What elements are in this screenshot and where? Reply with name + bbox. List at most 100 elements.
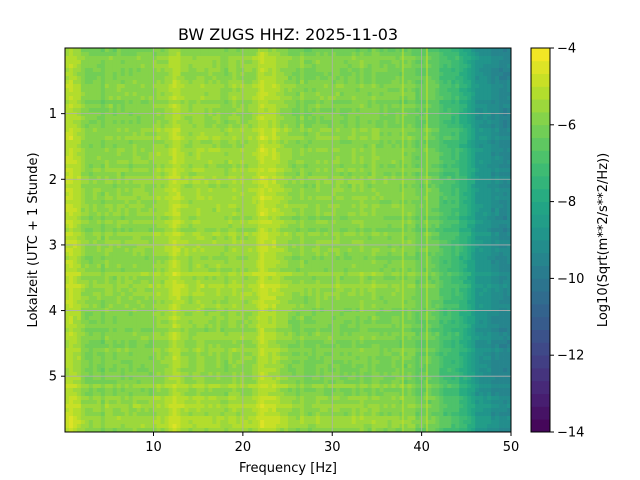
heatmap-cell (88, 72, 94, 77)
heatmap-cell (108, 80, 114, 85)
heatmap-cell (399, 116, 404, 121)
heatmap-cell (379, 192, 384, 197)
heatmap-cell (116, 76, 122, 81)
heatmap-cell (335, 128, 341, 133)
heatmap-cell (299, 108, 305, 113)
heatmap-cell (264, 104, 269, 109)
heatmap-cell (363, 220, 369, 225)
heatmap-cell (315, 108, 321, 113)
heatmap-cell (475, 80, 480, 85)
heatmap-cell (104, 200, 110, 205)
heatmap-cell (200, 120, 205, 125)
heatmap-cell (116, 84, 122, 89)
heatmap-cell (331, 128, 337, 133)
heatmap-cell (236, 212, 241, 217)
heatmap-cell (343, 168, 349, 173)
heatmap-cell (475, 64, 480, 69)
heatmap-cell (116, 188, 122, 193)
heatmap-cell (268, 216, 273, 221)
heatmap-cell (288, 104, 293, 109)
heatmap-cell (423, 200, 428, 205)
heatmap-cell (383, 200, 388, 205)
heatmap-cell (383, 56, 388, 61)
heatmap-cell (291, 104, 297, 109)
heatmap-cell (200, 176, 205, 181)
heatmap-cell (152, 212, 157, 217)
heatmap-cell (347, 128, 353, 133)
heatmap-cell (311, 76, 317, 81)
heatmap-cell (140, 80, 146, 85)
heatmap-cell (248, 64, 253, 69)
heatmap-cell (319, 136, 325, 141)
heatmap-cell (331, 172, 337, 177)
heatmap-cell (307, 176, 313, 181)
heatmap-cell (108, 136, 114, 141)
heatmap-cell (379, 148, 384, 153)
heatmap-cell (335, 72, 341, 77)
heatmap-cell (291, 116, 297, 121)
heatmap-cell (311, 116, 317, 121)
heatmap-cell (68, 136, 74, 141)
heatmap-cell (327, 160, 333, 165)
heatmap-cell (407, 120, 412, 125)
heatmap-cell (471, 124, 476, 129)
heatmap-cell (280, 64, 285, 69)
heatmap-cell (116, 184, 122, 189)
heatmap-cell (232, 84, 237, 89)
heatmap-cell (204, 80, 209, 85)
heatmap-cell (451, 60, 456, 65)
heatmap-cell (172, 72, 177, 77)
heatmap-cell (100, 200, 106, 205)
heatmap-cell (299, 64, 305, 69)
heatmap-cell (84, 172, 90, 177)
heatmap-cell (499, 216, 504, 221)
heatmap-cell (228, 172, 233, 177)
heatmap-cell (220, 128, 225, 133)
heatmap-cell (379, 104, 384, 109)
heatmap-cell (176, 148, 181, 153)
heatmap-cell (112, 156, 118, 161)
heatmap-cell (407, 172, 412, 177)
heatmap-cell (499, 88, 504, 93)
heatmap-cell (84, 184, 90, 189)
heatmap-cell (236, 88, 241, 93)
heatmap-cell (244, 176, 249, 181)
heatmap-cell (148, 188, 154, 193)
heatmap-cell (108, 216, 114, 221)
heatmap-cell (204, 52, 209, 57)
heatmap-cell (347, 60, 353, 65)
heatmap-cell (315, 72, 321, 77)
heatmap-cell (88, 64, 94, 69)
heatmap-cell (132, 160, 138, 165)
heatmap-cell (108, 224, 114, 229)
heatmap-cell (507, 84, 512, 89)
heatmap-cell (435, 188, 440, 193)
heatmap-cell (156, 172, 161, 177)
heatmap-cell (224, 108, 229, 113)
heatmap-cell (176, 204, 181, 209)
heatmap-cell (200, 104, 205, 109)
heatmap-cell (92, 68, 98, 73)
heatmap-cell (439, 168, 444, 173)
heatmap-cell (331, 68, 337, 73)
heatmap-cell (188, 148, 193, 153)
heatmap-cell (128, 220, 134, 225)
heatmap-cell (228, 204, 233, 209)
heatmap-cell (136, 124, 142, 129)
heatmap-cell (335, 136, 341, 141)
heatmap-cell (160, 116, 165, 121)
heatmap-cell (463, 140, 468, 145)
heatmap-cell (260, 72, 265, 77)
heatmap-cell (184, 140, 189, 145)
heatmap-cell (72, 104, 78, 109)
heatmap-cell (128, 208, 134, 213)
heatmap-cell (228, 196, 233, 201)
heatmap-cell (335, 100, 341, 105)
heatmap-cell (431, 212, 436, 217)
heatmap-cell (172, 212, 177, 217)
heatmap-cell (379, 196, 384, 201)
heatmap-cell (248, 132, 253, 137)
heatmap-cell (303, 92, 309, 97)
heatmap-cell (463, 184, 468, 189)
heatmap-cell (68, 132, 74, 137)
